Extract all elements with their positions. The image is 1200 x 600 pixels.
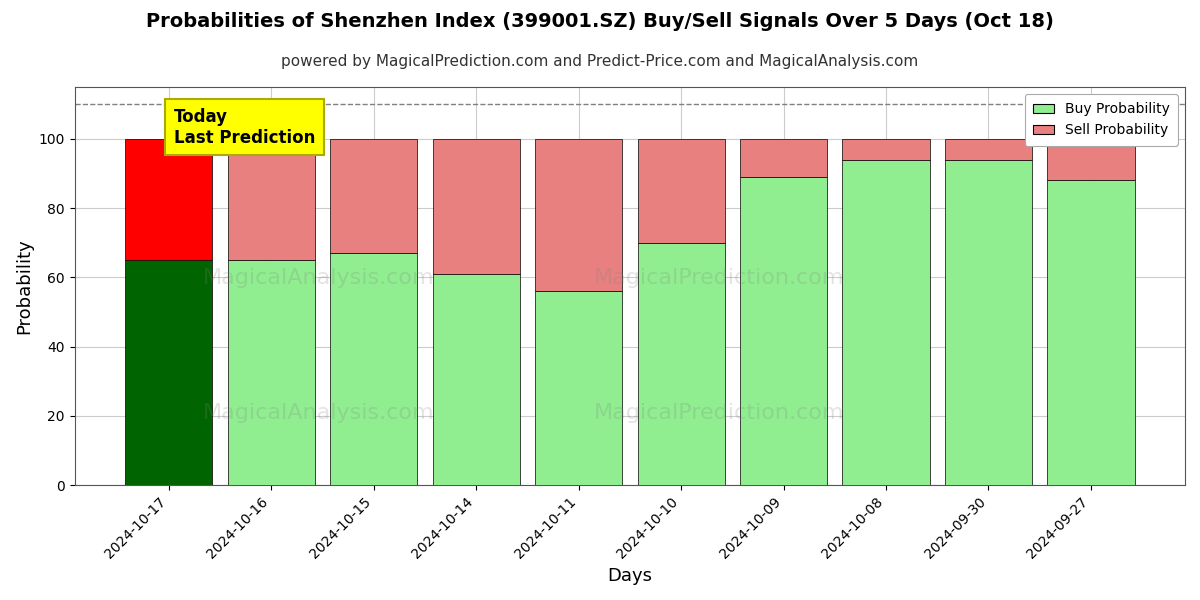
Text: MagicalPrediction.com: MagicalPrediction.com bbox=[594, 268, 844, 288]
Bar bbox=[228, 260, 314, 485]
Bar bbox=[125, 139, 212, 260]
Text: MagicalPrediction.com: MagicalPrediction.com bbox=[594, 403, 844, 424]
Bar bbox=[228, 139, 314, 260]
Bar bbox=[330, 253, 418, 485]
Bar bbox=[842, 160, 930, 485]
Bar bbox=[330, 139, 418, 253]
Bar bbox=[637, 139, 725, 243]
Bar bbox=[944, 160, 1032, 485]
Text: MagicalAnalysis.com: MagicalAnalysis.com bbox=[203, 268, 434, 288]
Bar bbox=[842, 139, 930, 160]
Bar bbox=[535, 291, 622, 485]
Bar bbox=[944, 139, 1032, 160]
Bar bbox=[125, 260, 212, 485]
Bar bbox=[740, 177, 827, 485]
Y-axis label: Probability: Probability bbox=[16, 238, 34, 334]
Bar bbox=[1048, 181, 1134, 485]
Bar bbox=[1048, 139, 1134, 181]
Bar bbox=[740, 139, 827, 177]
Text: Today
Last Prediction: Today Last Prediction bbox=[174, 108, 316, 146]
Bar bbox=[432, 274, 520, 485]
Legend: Buy Probability, Sell Probability: Buy Probability, Sell Probability bbox=[1025, 94, 1178, 146]
X-axis label: Days: Days bbox=[607, 567, 653, 585]
Bar bbox=[637, 243, 725, 485]
Bar bbox=[535, 139, 622, 291]
Text: MagicalAnalysis.com: MagicalAnalysis.com bbox=[203, 403, 434, 424]
Text: Probabilities of Shenzhen Index (399001.SZ) Buy/Sell Signals Over 5 Days (Oct 18: Probabilities of Shenzhen Index (399001.… bbox=[146, 12, 1054, 31]
Text: powered by MagicalPrediction.com and Predict-Price.com and MagicalAnalysis.com: powered by MagicalPrediction.com and Pre… bbox=[281, 54, 919, 69]
Bar bbox=[432, 139, 520, 274]
